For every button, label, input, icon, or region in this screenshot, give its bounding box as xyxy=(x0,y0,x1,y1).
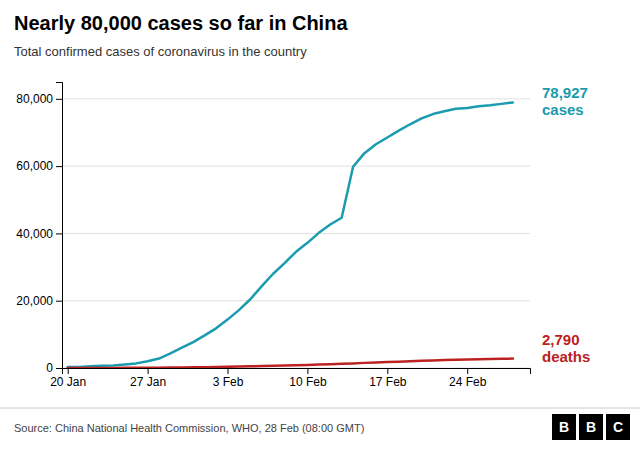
series-line xyxy=(68,359,513,368)
logo-letter: B xyxy=(559,419,569,435)
y-tick-label: 0 xyxy=(46,361,53,375)
x-tick: 10 Feb xyxy=(289,368,327,389)
x-tick-label: 17 Feb xyxy=(369,375,407,389)
x-tick-label: 10 Feb xyxy=(289,375,327,389)
x-tick-mark xyxy=(307,368,308,374)
logo-box xyxy=(552,414,576,440)
y-tick: 80,000 xyxy=(16,92,62,106)
y-tick: 0 xyxy=(46,361,62,375)
grid-line xyxy=(62,98,530,99)
y-tick-label: 60,000 xyxy=(16,159,53,173)
y-tick-label: 80,000 xyxy=(16,92,53,106)
separator xyxy=(0,408,640,409)
logo-letter: C xyxy=(613,419,623,435)
x-tick-label: 3 Feb xyxy=(213,375,244,389)
x-tick: 20 Jan xyxy=(50,368,86,389)
annotation: cases xyxy=(542,101,584,118)
y-tick: 60,000 xyxy=(16,159,62,173)
y-tick-label: 20,000 xyxy=(16,294,53,308)
y-tick: 40,000 xyxy=(16,227,62,241)
x-tick-label: 24 Feb xyxy=(449,375,487,389)
x-tick-mark xyxy=(148,368,149,374)
plot: 20 Jan 27 Jan 3 Feb 10 Feb 17 Feb 24 Feb 0 20,0… xyxy=(16,83,590,389)
y-tick-mark xyxy=(56,166,62,167)
x-tick-mark xyxy=(467,368,468,374)
x-tick: 27 Jan xyxy=(130,368,166,389)
y-tick-mark xyxy=(56,99,62,100)
annotation: deaths xyxy=(542,348,590,365)
logo-box xyxy=(606,414,630,440)
x-tick-mark xyxy=(228,368,229,374)
logo-box xyxy=(579,414,603,440)
x-axis: 20 Jan 27 Jan 3 Feb 10 Feb 17 Feb 24 Feb xyxy=(50,368,530,389)
subtitle: Total confirmed cases of coronavirus in … xyxy=(14,44,307,59)
x-tick-label: 27 Jan xyxy=(130,375,166,389)
y-tick-label: 40,000 xyxy=(16,227,53,241)
y-tick: 20,000 xyxy=(16,294,62,308)
annotation: 78,927 xyxy=(542,84,588,101)
y-axis: 0 20,000 40,000 60,000 80,000 xyxy=(16,83,62,376)
x-tick: 3 Feb xyxy=(213,368,244,389)
grid xyxy=(62,99,530,368)
x-tick: 17 Feb xyxy=(369,368,407,389)
lines xyxy=(68,102,513,368)
title: Nearly 80,000 cases so far in China xyxy=(14,12,348,34)
grid-line xyxy=(62,300,530,301)
y-tick-mark xyxy=(56,301,62,302)
y-tick-mark xyxy=(56,368,62,369)
x-axis-line xyxy=(63,369,531,375)
y-axis-line xyxy=(56,83,63,369)
chart: Nearly 80,000 cases so far in China Total… xyxy=(0,0,640,450)
source: Source: China National Health Commission… xyxy=(14,422,364,434)
grid-line xyxy=(62,166,530,167)
series-line xyxy=(68,102,513,367)
x-tick: 24 Feb xyxy=(449,368,487,389)
annotation: 2,790 xyxy=(542,331,580,348)
x-tick-mark xyxy=(387,368,388,374)
logo-letter: B xyxy=(586,419,596,435)
x-tick-mark xyxy=(68,368,69,374)
x-tick-label: 20 Jan xyxy=(50,375,86,389)
y-tick-mark xyxy=(56,233,62,234)
logo: BBC xyxy=(552,414,630,440)
grid-line xyxy=(62,233,530,234)
